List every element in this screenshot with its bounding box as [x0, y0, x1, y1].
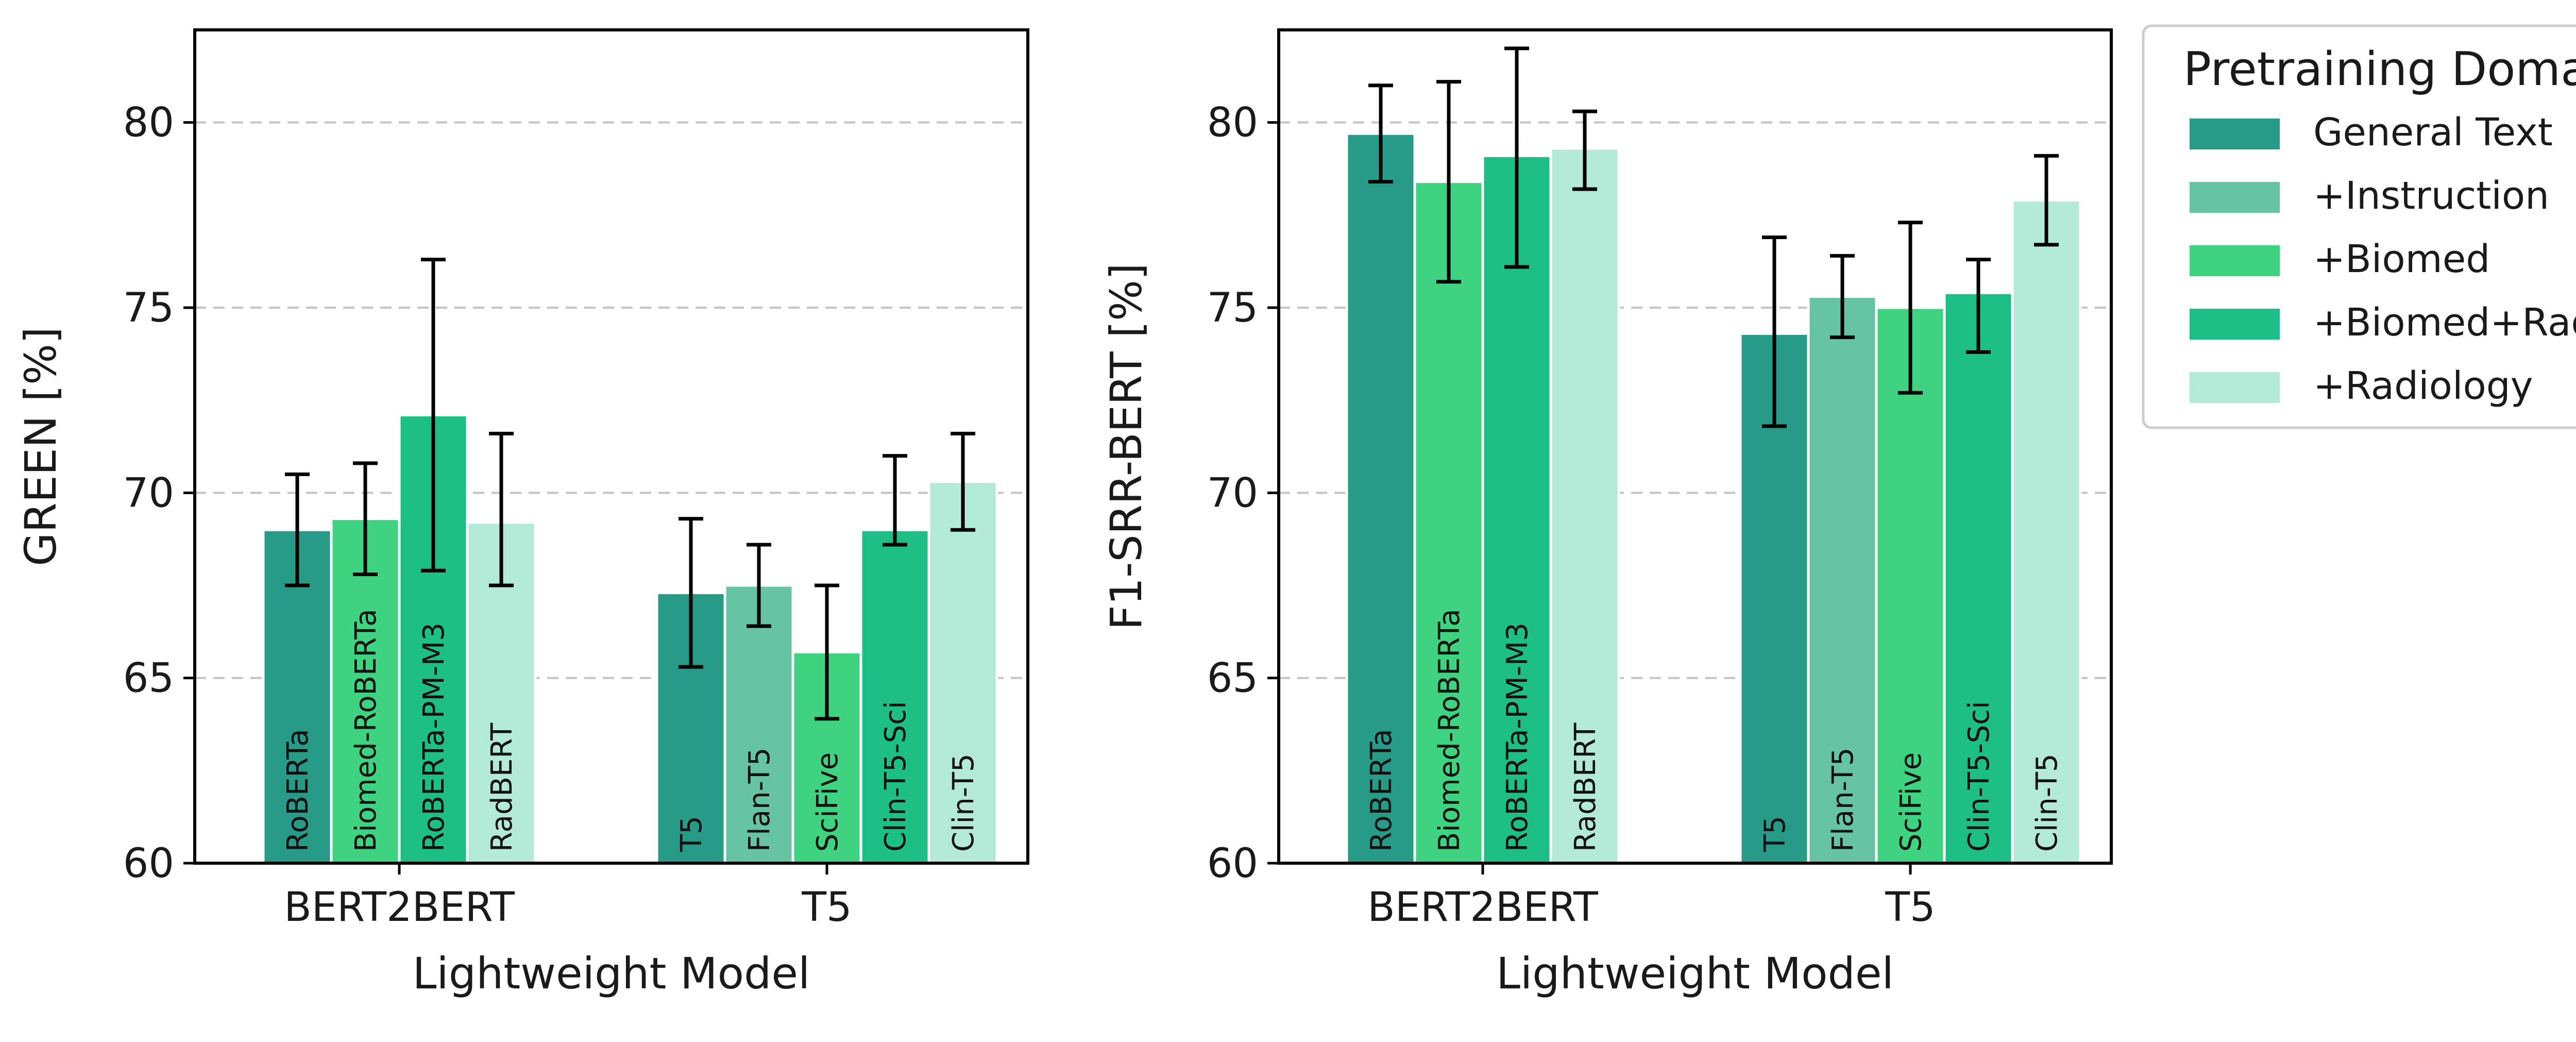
- y-tick-label: 75: [123, 285, 174, 331]
- bar-label: T5: [1758, 816, 1792, 852]
- y-tick-label: 60: [123, 841, 174, 887]
- legend-label: +Instruction: [2313, 174, 2549, 218]
- bar-label: Clin-T5-Sci: [879, 701, 912, 852]
- y-tick-label: 65: [1207, 656, 1258, 702]
- bar-label: Biomed-RoBERTa: [349, 609, 383, 852]
- legend-swatch: [2190, 245, 2280, 276]
- axes-frame: [193, 28, 1029, 865]
- y-tick-label: 70: [123, 470, 174, 516]
- legend-label: +Biomed: [2313, 237, 2490, 281]
- legend-label: +Biomed+Rad: [2313, 300, 2576, 345]
- bar-label: Flan-T5: [743, 748, 776, 852]
- bar-label: RadBERT: [1569, 722, 1602, 852]
- bar: [2011, 199, 2082, 865]
- legend-label: +Radiology: [2313, 364, 2533, 408]
- bar-label: Clin-T5-Sci: [1962, 701, 1996, 852]
- bar-label: SciFive: [1894, 752, 1928, 852]
- bar-label: RadBERT: [485, 722, 519, 852]
- legend-swatch: [2190, 372, 2280, 403]
- x-tick-label: T5: [801, 884, 852, 931]
- bar-label: RoBERTa: [1365, 729, 1398, 852]
- y-tick-label: 60: [1207, 841, 1258, 887]
- bar-label: Flan-T5: [1826, 748, 1860, 852]
- y-axis-title: F1-SRR-BERT [%]: [1101, 263, 1151, 630]
- x-tick-label: BERT2BERT: [284, 884, 515, 931]
- y-tick-label: 80: [1207, 100, 1258, 146]
- bar: [1875, 306, 1946, 865]
- x-tick-label: BERT2BERT: [1367, 884, 1598, 931]
- legend-swatch: [2190, 119, 2280, 149]
- legend-swatch: [2190, 309, 2280, 340]
- chart-f1-srr-bert: 60 65 70 75 80 RoBERTa Biomed-RoBERTa RoBERTa-P…: [1101, 28, 2113, 999]
- legend-label: General Text: [2313, 110, 2553, 155]
- bar: [1345, 132, 1416, 865]
- x-axis-title: Lightweight Model: [1496, 948, 1894, 999]
- legend: Pretraining Domain General Text +Instructi…: [2142, 24, 2576, 429]
- bar-label: T5: [675, 816, 708, 852]
- axes-frame: [1277, 28, 2113, 865]
- bar-label: Clin-T5: [947, 753, 980, 852]
- bar-label: RoBERTa-PM-M3: [417, 623, 451, 852]
- bar-label: RoBERTa: [281, 729, 315, 852]
- bar: [1549, 147, 1620, 865]
- chart-green: 60 65 70 75 80 RoBERTa Biomed-RoBERTa RoBERTa-P…: [15, 28, 1029, 999]
- bar-label: Clin-T5: [2030, 753, 2064, 852]
- y-tick-label: 65: [123, 656, 174, 702]
- y-tick-label: 75: [1207, 285, 1258, 331]
- x-axis-title: Lightweight Model: [413, 948, 810, 999]
- legend-title: Pretraining Domain: [2183, 42, 2576, 96]
- x-tick-label: T5: [1885, 884, 1935, 931]
- bar-label: SciFive: [811, 752, 844, 852]
- bar-label: Biomed-RoBERTa: [1433, 609, 1466, 852]
- bar: [1481, 154, 1552, 865]
- legend-swatch: [2190, 182, 2280, 213]
- bar-label: RoBERTa-PM-M3: [1501, 623, 1534, 852]
- y-tick-label: 70: [1207, 470, 1258, 516]
- y-axis-title: GREEN [%]: [15, 327, 66, 566]
- y-tick-label: 80: [123, 100, 174, 146]
